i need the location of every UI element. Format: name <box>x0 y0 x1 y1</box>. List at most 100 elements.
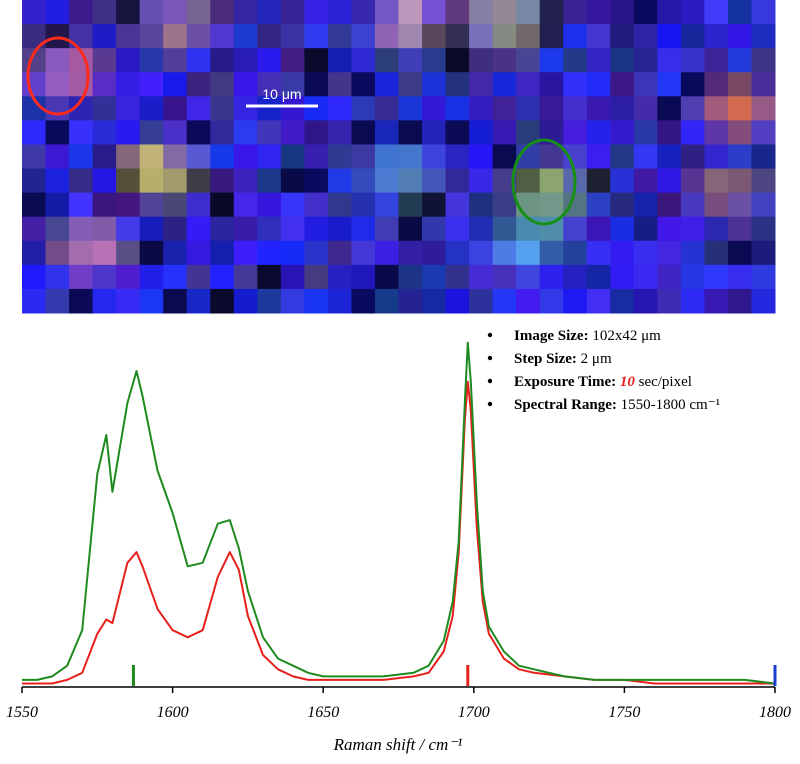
map-pixel <box>163 288 188 314</box>
map-pixel <box>680 168 705 194</box>
map-pixel <box>257 48 282 73</box>
map-pixel <box>657 96 682 121</box>
map-pixel <box>374 240 399 266</box>
map-pixel <box>516 72 541 97</box>
map-pixel <box>398 72 423 97</box>
map-pixel <box>280 72 305 97</box>
map-pixel <box>280 0 305 25</box>
map-pixel <box>469 24 494 49</box>
map-pixel <box>304 48 329 73</box>
map-pixel <box>45 192 70 218</box>
info-value: 2 μm <box>581 351 612 367</box>
map-pixel <box>657 48 682 73</box>
map-pixel <box>633 144 658 170</box>
map-pixel <box>610 264 635 290</box>
map-pixel <box>163 24 188 49</box>
map-pixel <box>657 288 682 314</box>
map-pixel <box>233 120 258 145</box>
map-pixel <box>469 192 494 218</box>
map-pixel <box>657 192 682 218</box>
spectrum-line <box>22 341 776 685</box>
map-pixel <box>374 144 399 170</box>
map-pixel <box>257 192 282 218</box>
map-pixel <box>469 96 494 121</box>
map-pixel <box>586 96 611 121</box>
map-pixel <box>539 48 564 73</box>
map-pixel <box>139 168 164 194</box>
map-pixel <box>610 96 635 121</box>
map-pixel <box>374 168 399 194</box>
map-pixel <box>680 264 705 290</box>
map-pixel <box>374 264 399 290</box>
map-pixel <box>516 48 541 73</box>
map-pixel <box>445 144 470 170</box>
map-pixel <box>469 72 494 97</box>
map-pixel <box>633 216 658 242</box>
map-pixel <box>633 24 658 49</box>
map-pixel <box>704 72 729 97</box>
map-pixel <box>610 144 635 170</box>
map-pixel <box>69 0 94 25</box>
map-pixel <box>280 144 305 170</box>
map-pixel <box>727 144 752 170</box>
map-pixel <box>92 0 117 25</box>
map-pixel <box>586 72 611 97</box>
map-pixel <box>586 144 611 170</box>
bullet <box>487 378 493 384</box>
map-pixel <box>327 72 352 97</box>
map-pixel <box>539 264 564 290</box>
map-pixel <box>92 240 117 266</box>
map-pixel <box>751 144 776 170</box>
map-pixel <box>92 96 117 121</box>
map-pixel <box>233 0 258 25</box>
map-pixel <box>727 216 752 242</box>
map-pixel <box>398 144 423 170</box>
map-pixel <box>680 96 705 121</box>
map-pixel <box>233 24 258 49</box>
map-pixel <box>422 120 447 145</box>
x-tick-label: 1600 <box>157 704 189 721</box>
map-pixel <box>92 72 117 97</box>
map-pixel <box>492 240 517 266</box>
map-pixel <box>516 288 541 314</box>
map-pixel <box>445 192 470 218</box>
map-pixel <box>469 240 494 266</box>
map-pixel <box>327 48 352 73</box>
map-pixel <box>398 192 423 218</box>
map-pixel <box>492 24 517 49</box>
map-pixel <box>516 96 541 121</box>
map-pixel <box>727 72 752 97</box>
map-pixel <box>374 120 399 145</box>
map-pixel <box>398 120 423 145</box>
map-pixel <box>139 120 164 145</box>
red-region <box>26 36 90 116</box>
map-pixel <box>657 0 682 25</box>
map-pixel <box>116 24 141 49</box>
map-pixel <box>539 288 564 314</box>
map-pixel <box>163 120 188 145</box>
map-pixel <box>351 168 376 194</box>
map-pixel <box>727 168 752 194</box>
map-pixel <box>374 24 399 49</box>
map-pixel <box>680 288 705 314</box>
map-pixel <box>139 216 164 242</box>
map-pixel <box>163 240 188 266</box>
spectrum-line <box>22 380 775 685</box>
map-pixel <box>539 168 564 194</box>
info-list: Image Size: 102x42 μm Step Size: 2 μm Expo… <box>487 328 721 413</box>
map-pixel <box>657 24 682 49</box>
map-pixel <box>257 24 282 49</box>
map-pixel <box>69 120 94 145</box>
map-pixel <box>492 192 517 218</box>
map-pixel <box>680 24 705 49</box>
map-pixel <box>280 216 305 242</box>
spectrum-chart: 1550 1600 1650 1700 1750 1800 <box>6 341 791 721</box>
x-tick-label: 1750 <box>608 704 640 721</box>
map-pixel <box>445 96 470 121</box>
map-pixel <box>163 168 188 194</box>
info-item: Image Size: 102x42 μm <box>514 328 661 344</box>
info-value: 1550-1800 cm⁻¹ <box>621 397 721 413</box>
map-pixel <box>539 192 564 218</box>
map-pixel <box>280 288 305 314</box>
map-pixel <box>116 264 141 290</box>
